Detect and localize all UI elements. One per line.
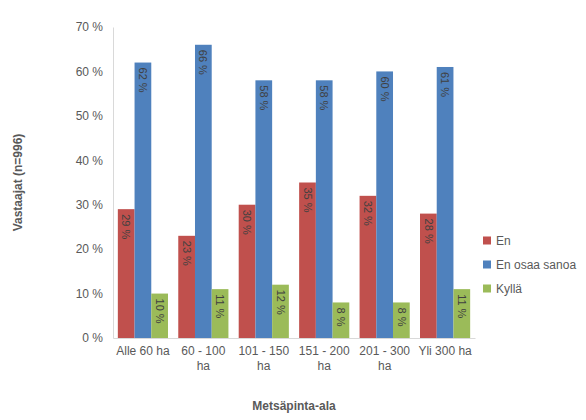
legend-label: En: [496, 234, 511, 248]
x-axis-line: [114, 338, 476, 339]
x-tick: 101 - 150ha: [238, 338, 289, 373]
bar: [453, 289, 470, 338]
bar: [272, 285, 289, 338]
legend-swatch: [483, 285, 491, 293]
data-label: 58 %: [258, 85, 270, 110]
bar: [420, 214, 437, 338]
data-label: 66 %: [197, 50, 209, 75]
x-tick: 151 - 200ha: [299, 338, 350, 373]
data-label: 58 %: [318, 85, 330, 110]
legend-swatch: [483, 237, 491, 245]
bar: [135, 63, 152, 338]
bar: [393, 302, 410, 338]
data-label: 62 %: [137, 68, 149, 93]
y-tick-label: 0 %: [82, 331, 103, 345]
data-label: 8 %: [335, 307, 347, 326]
data-label: 61 %: [439, 72, 451, 97]
x-tick-label: 201 - 300ha: [359, 344, 410, 374]
bar: [118, 209, 135, 338]
y-axis-line: [113, 28, 114, 339]
x-tick-label: Yli 300 ha: [418, 344, 472, 358]
y-axis: 0 % 10 % 20 % 30 % 40 % 50 % 60 % 70 %: [76, 20, 114, 345]
data-label: 10 %: [154, 299, 166, 324]
x-tick: Alle 60 ha: [116, 338, 170, 358]
y-tick-label: 30 %: [76, 198, 104, 212]
bar: [212, 289, 229, 338]
x-axis-title: Metsäpinta-ala: [252, 399, 336, 413]
y-tick: 20 %: [76, 242, 113, 256]
y-tick: 0 %: [82, 331, 113, 345]
bar: [360, 196, 377, 338]
y-tick-label: 10 %: [76, 287, 104, 301]
data-label: 12 %: [275, 290, 287, 315]
bars: [118, 45, 470, 338]
y-tick: 40 %: [76, 154, 113, 168]
x-tick: Yli 300 ha: [418, 338, 472, 358]
x-axis: Alle 60 ha 60 - 100ha 101 - 150ha 151 - 200…: [114, 338, 476, 373]
y-tick: 30 %: [76, 198, 113, 212]
legend-label: En osaa sanoa: [496, 258, 576, 272]
x-tick-label: 151 - 200ha: [299, 344, 350, 374]
y-tick-label: 20 %: [76, 242, 104, 256]
data-label: 30 %: [241, 210, 253, 235]
bar: [178, 236, 195, 338]
bar: [376, 71, 393, 338]
data-label: 11 %: [214, 294, 226, 318]
y-tick-label: 60 %: [76, 65, 104, 79]
legend-label: Kyllä: [496, 282, 522, 296]
legend: En En osaa sanoa Kyllä: [483, 234, 576, 296]
x-tick-label: 101 - 150ha: [238, 344, 289, 374]
legend-swatch: [483, 261, 491, 269]
data-labels: 29 % 23 % 30 % 35 % 32 % 28 % 62 % 66 % 58 % 58 %…: [120, 50, 468, 327]
data-label: 8 %: [396, 307, 408, 326]
y-tick-label: 70 %: [76, 20, 104, 34]
y-tick: 70 %: [76, 20, 113, 34]
x-tick-label: Alle 60 ha: [116, 344, 170, 358]
y-tick: 50 %: [76, 109, 113, 123]
bar: [195, 45, 212, 338]
data-label: 23 %: [181, 241, 193, 266]
bar: [333, 302, 350, 338]
data-label: 11 %: [456, 294, 468, 318]
data-label: 60 %: [379, 76, 391, 101]
plot-area: 0 % 10 % 20 % 30 % 40 % 50 % 60 % 70 % Alle 60 h…: [76, 20, 476, 373]
y-axis-title: Vastaajat (n=996): [11, 134, 25, 232]
data-label: 29 %: [120, 214, 132, 239]
bar: [299, 183, 316, 339]
bar: [255, 80, 272, 338]
y-tick: 10 %: [76, 287, 113, 301]
data-label: 32 %: [362, 201, 374, 226]
chart: 0 % 10 % 20 % 30 % 40 % 50 % 60 % 70 % Alle 60 h…: [0, 0, 586, 420]
y-tick-label: 50 %: [76, 109, 104, 123]
x-tick: 60 - 100ha: [181, 338, 225, 373]
data-label: 28 %: [423, 219, 435, 244]
x-tick: 201 - 300ha: [359, 338, 410, 373]
data-label: 35 %: [302, 188, 314, 213]
x-tick-label: 60 - 100ha: [181, 344, 225, 374]
y-tick: 60 %: [76, 65, 113, 79]
bar: [239, 205, 256, 338]
bar: [151, 294, 168, 338]
bar: [437, 67, 454, 338]
y-tick-label: 40 %: [76, 154, 104, 168]
bar: [316, 80, 333, 338]
